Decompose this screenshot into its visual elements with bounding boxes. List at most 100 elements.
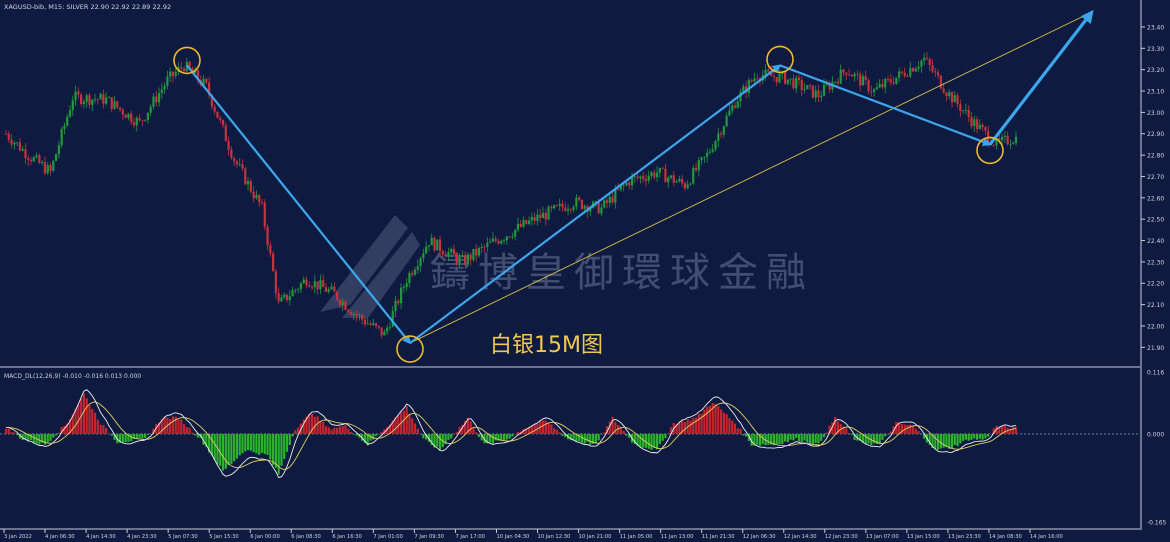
candle-down <box>911 68 915 72</box>
macd-bar-negative <box>227 433 230 466</box>
candle-up <box>135 118 138 126</box>
candle-down <box>975 119 979 129</box>
macd-bar-positive <box>394 417 397 434</box>
candle-down <box>850 75 853 77</box>
candle-down <box>925 57 929 59</box>
macd-bar-positive <box>188 427 191 434</box>
candle-up <box>875 87 878 90</box>
candle-up <box>16 142 19 144</box>
candle-up <box>884 78 887 88</box>
macd-tick-label: 0.116 <box>1147 370 1164 377</box>
candle-up <box>536 214 539 222</box>
macd-bar-negative <box>770 433 773 445</box>
macd-bar-negative <box>422 433 425 439</box>
candle-up <box>157 93 161 103</box>
macd-bar-positive <box>544 420 547 434</box>
macd-bar-negative <box>984 433 987 439</box>
candle-down <box>227 141 230 150</box>
candle-up <box>358 315 361 316</box>
candle-down <box>18 142 22 151</box>
macd-bar-positive <box>736 428 739 434</box>
candle-down <box>694 167 698 171</box>
macd-bar-negative <box>756 433 759 445</box>
macd-bar-positive <box>555 429 559 434</box>
candle-down <box>347 309 350 312</box>
candle-up <box>302 279 305 284</box>
macd-bar-negative <box>795 433 798 438</box>
candle-up <box>291 290 294 297</box>
macd-bar-negative <box>258 433 261 455</box>
macd-bar-negative <box>27 433 30 442</box>
macd-bar-positive <box>169 419 172 434</box>
candle-down <box>555 205 559 207</box>
candle-up <box>57 145 60 155</box>
macd-bar-positive <box>302 419 305 434</box>
candle-up <box>386 327 389 332</box>
macd-bar-negative <box>973 433 976 439</box>
macd-bar-negative <box>266 433 269 455</box>
candle-down <box>29 159 33 162</box>
macd-bar-positive <box>558 432 561 434</box>
macd-bar-positive <box>692 418 695 434</box>
price-tick-label: 22.40 <box>1147 238 1164 245</box>
wave-arrow <box>186 64 412 345</box>
macd-bar-positive <box>681 420 684 434</box>
macd-bar-positive <box>383 429 386 434</box>
candle-down <box>483 246 486 248</box>
macd-bar-negative <box>747 433 750 441</box>
macd-bar-negative <box>118 433 122 443</box>
macd-bar-negative <box>29 433 33 440</box>
candle-down <box>956 95 959 105</box>
candle-up <box>650 172 653 176</box>
candle-down <box>828 84 831 90</box>
candle-down <box>219 117 222 120</box>
candle-up <box>472 249 475 260</box>
time-tick-label: 6 Jan 00:00 <box>250 534 280 540</box>
macd-bar-negative <box>483 433 486 444</box>
signal-line <box>5 401 1017 470</box>
candle-up <box>450 249 453 253</box>
macd-bar-positive <box>678 421 681 434</box>
macd-bar-negative <box>781 433 784 445</box>
candle-up <box>91 99 94 105</box>
candle-up <box>422 253 425 259</box>
macd-bar-positive <box>603 432 606 434</box>
candle-down <box>942 88 945 93</box>
candle-up <box>35 155 38 158</box>
macd-bar-positive <box>722 412 725 434</box>
candle-up <box>461 255 464 257</box>
macd-bar-positive <box>397 415 400 434</box>
macd-bar-negative <box>486 433 489 444</box>
macd-bar-positive <box>825 432 828 434</box>
trendline <box>409 11 1093 344</box>
macd-bar-negative <box>792 433 795 441</box>
macd-bar-negative <box>43 433 47 445</box>
candle-down <box>569 209 572 211</box>
candle-up <box>144 119 147 121</box>
macd-bar-positive <box>530 425 533 434</box>
candle-up <box>923 57 926 61</box>
candle-down <box>377 325 380 328</box>
macd-bar-positive <box>57 432 60 434</box>
macd-bar-positive <box>185 426 188 434</box>
macd-bar-positive <box>622 430 625 434</box>
macd-bar-positive <box>327 427 330 434</box>
macd-bar-negative <box>352 433 355 435</box>
macd-bar-negative <box>856 433 859 441</box>
macd-bar-positive <box>550 424 553 434</box>
macd-bar-positive <box>458 426 461 434</box>
macd-bar-negative <box>430 433 433 446</box>
macd-bar-negative <box>956 433 959 447</box>
candle-up <box>964 109 968 111</box>
candle-up <box>725 115 728 127</box>
candle-up <box>391 311 394 327</box>
wave-arrow <box>409 64 782 344</box>
candle-down <box>43 162 47 174</box>
candle-up <box>872 89 876 92</box>
candle-up <box>294 289 297 291</box>
candle-down <box>836 81 840 84</box>
candle-up <box>522 220 525 227</box>
candle-down <box>210 95 213 107</box>
macd-bar-positive <box>605 426 609 434</box>
macd-bar-positive <box>182 424 186 434</box>
